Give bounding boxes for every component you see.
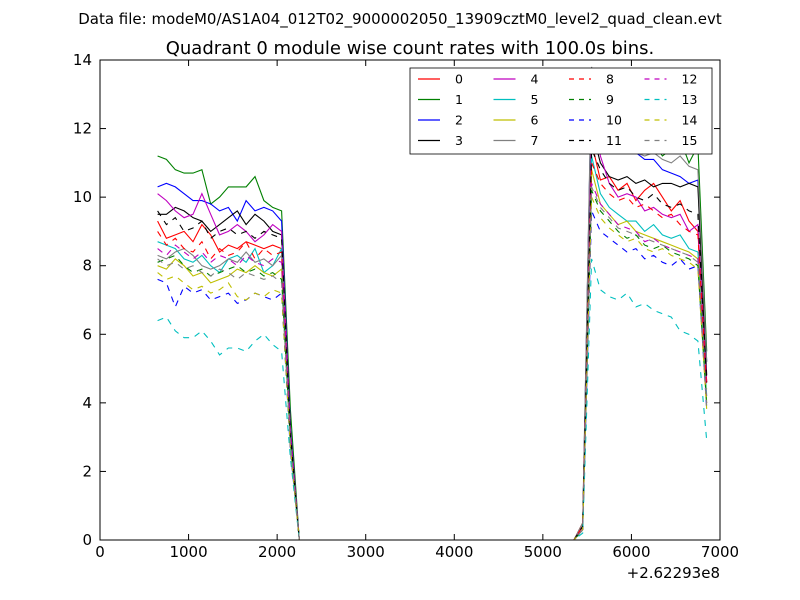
legend-label-5: 5 bbox=[531, 92, 539, 107]
series-line-8 bbox=[157, 162, 708, 541]
suptitle: Data file: modeM0/AS1A04_012T02_90000020… bbox=[78, 10, 722, 29]
legend-label-2: 2 bbox=[455, 113, 463, 128]
legend-label-0: 0 bbox=[455, 72, 463, 87]
series-line-9 bbox=[157, 190, 708, 541]
y-tick-label: 12 bbox=[73, 120, 92, 138]
y-tick-label: 10 bbox=[73, 188, 92, 206]
legend-label-11: 11 bbox=[606, 133, 622, 148]
legend-label-8: 8 bbox=[606, 72, 614, 87]
legend-label-14: 14 bbox=[682, 113, 698, 128]
x-tick-label: 1000 bbox=[169, 543, 207, 561]
x-tick-label: 5000 bbox=[524, 543, 562, 561]
y-tick-label: 6 bbox=[82, 325, 92, 343]
series-line-11 bbox=[157, 148, 708, 541]
y-tick-label: 8 bbox=[82, 257, 92, 275]
series-line-10 bbox=[157, 210, 708, 541]
legend-label-6: 6 bbox=[531, 113, 539, 128]
series-line-0 bbox=[157, 142, 708, 541]
y-tick-label: 4 bbox=[82, 394, 92, 412]
series-line-3 bbox=[157, 128, 708, 541]
legend-box bbox=[409, 67, 713, 155]
x-tick-label: 4000 bbox=[435, 543, 473, 561]
legend-label-15: 15 bbox=[682, 133, 698, 148]
legend-label-3: 3 bbox=[455, 133, 463, 148]
y-tick-label: 0 bbox=[82, 531, 92, 549]
y-tick-label: 2 bbox=[82, 462, 92, 480]
legend-label-13: 13 bbox=[682, 92, 698, 107]
legend-label-9: 9 bbox=[606, 92, 614, 107]
x-tick-label: 0 bbox=[95, 543, 105, 561]
plot-frame bbox=[99, 59, 721, 541]
series-line-4 bbox=[157, 101, 708, 541]
series-line-13 bbox=[157, 258, 708, 541]
series-line-15 bbox=[157, 186, 708, 541]
x-tick-label: 6000 bbox=[612, 543, 650, 561]
series-line-6 bbox=[157, 169, 708, 541]
y-tick-label: 14 bbox=[73, 51, 92, 69]
legend-label-12: 12 bbox=[682, 72, 698, 87]
x-tick-label: 3000 bbox=[347, 543, 385, 561]
series-line-12 bbox=[157, 183, 708, 541]
x-tick-label: 2000 bbox=[258, 543, 296, 561]
legend-label-10: 10 bbox=[606, 113, 622, 128]
legend-label-1: 1 bbox=[455, 92, 463, 107]
legend-label-7: 7 bbox=[531, 133, 539, 148]
chart-title: Quadrant 0 module wise count rates with … bbox=[166, 38, 655, 59]
x-tick-label: 7000 bbox=[701, 543, 739, 561]
legend-label-4: 4 bbox=[531, 72, 539, 87]
x-offset-label: +2.62293e8 bbox=[627, 564, 720, 582]
